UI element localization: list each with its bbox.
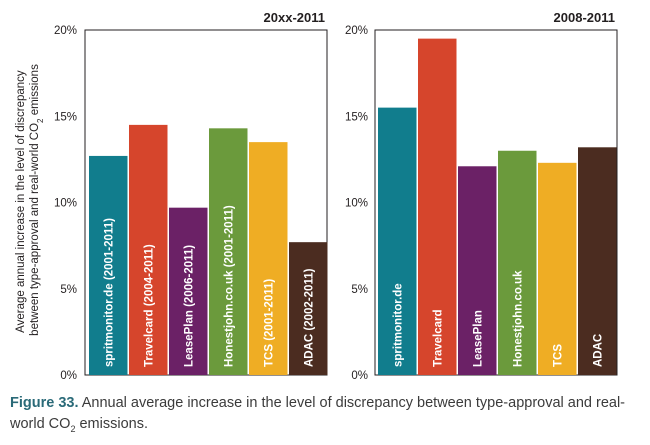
figure-label: Figure 33. xyxy=(10,395,79,411)
y-axis-label-sub: 2 xyxy=(36,118,45,123)
bar-6 xyxy=(578,147,617,375)
y-axis-label-line2-end: emissions xyxy=(29,64,41,119)
y-axis-label-line2: between type-approval and real-world CO xyxy=(29,123,41,336)
bar-label-4: Honestjohn.co.uk (2001-2011) xyxy=(223,205,235,367)
bar-4 xyxy=(498,150,537,375)
chart-panel-2: 2008-2011 0% 5% 10% 15% 20% spritmonitor.de Tra… xyxy=(345,10,618,382)
y-tick-label: 15% xyxy=(54,111,77,123)
y-tick-label: 10% xyxy=(345,198,368,210)
bar-4 xyxy=(209,128,248,375)
y-axis-label-line1: Average annual increase in the level of … xyxy=(15,70,27,333)
bar-1 xyxy=(378,107,417,375)
bar-label-4: Honestjohn.co.uk xyxy=(512,270,524,367)
bar-5 xyxy=(249,142,288,375)
bar-3 xyxy=(458,166,497,375)
bar-3 xyxy=(169,207,208,375)
panel-title: 20xx-2011 xyxy=(264,10,325,25)
bar-label-5: TCS (2001-2011) xyxy=(263,279,275,367)
panel-title: 2008-2011 xyxy=(554,10,615,25)
caption-text-end: emissions. xyxy=(75,416,148,432)
y-tick-label: 0% xyxy=(60,370,77,382)
y-tick-label: 0% xyxy=(351,370,368,382)
figure-caption: Figure 33. Annual average increase in th… xyxy=(10,393,640,440)
bar-label-1: spritmonitor.de (2001-2011) xyxy=(103,218,115,367)
y-tick-label: 20% xyxy=(345,25,368,37)
bar-label-3: LeasePlan xyxy=(472,310,484,367)
bar-6 xyxy=(289,242,328,375)
chart-panel-1: 20xx-2011 0% 5% 10% 15% 20% spritmonitor.de (2… xyxy=(54,10,328,382)
y-tick-label: 15% xyxy=(345,111,368,123)
caption-subscript: 2 xyxy=(70,423,76,434)
bar-label-2: Travelcard (2004-2011) xyxy=(143,244,155,367)
y-tick-label: 5% xyxy=(60,284,77,296)
bar-label-6: ADAC xyxy=(592,334,604,367)
bar-2 xyxy=(418,38,457,375)
bar-label-6: ADAC (2002-2011) xyxy=(303,268,315,367)
bar-label-3: LeasePlan (2006-2011) xyxy=(183,245,195,367)
y-tick-label: 5% xyxy=(351,284,368,296)
bar-label-5: TCS xyxy=(552,344,564,367)
y-tick-label: 10% xyxy=(54,198,77,210)
bar-label-1: spritmonitor.de xyxy=(392,283,404,367)
bar-label-2: Travelcard xyxy=(432,309,444,367)
y-axis-label: Average annual increase in the level of … xyxy=(15,64,45,336)
bar-5 xyxy=(538,162,577,375)
bar-1 xyxy=(89,155,128,375)
bar-2 xyxy=(129,124,168,375)
y-tick-label: 20% xyxy=(54,25,77,37)
caption-text: Annual average increase in the level of … xyxy=(10,395,626,432)
